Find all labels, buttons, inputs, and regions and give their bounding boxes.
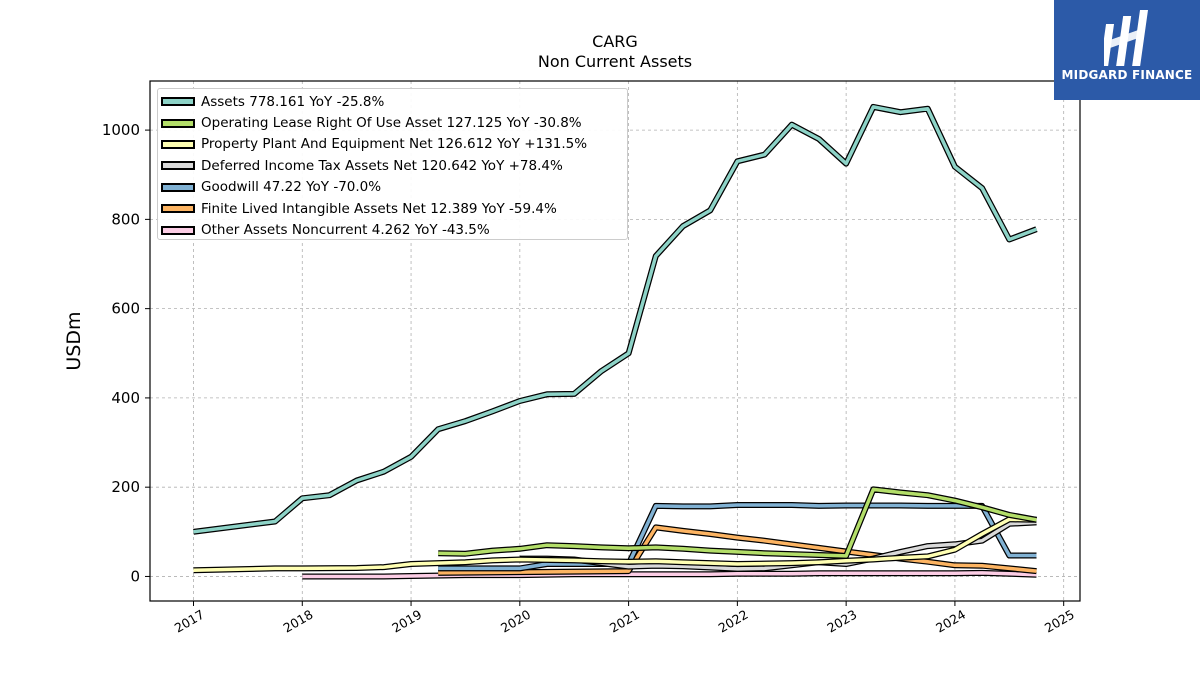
x-tick-label: 2017 bbox=[172, 607, 207, 636]
series-goodwill bbox=[438, 502, 1037, 572]
series-line bbox=[193, 517, 1037, 572]
chart-subtitle: Non Current Assets bbox=[537, 52, 693, 71]
legend-label: Deferred Income Tax Assets Net 120.642 Y… bbox=[201, 157, 563, 174]
series-line bbox=[438, 503, 1037, 571]
legend-swatch bbox=[161, 225, 195, 235]
legend-item: Property Plant And Equipment Net 126.612… bbox=[158, 134, 627, 155]
x-tick-label: 2024 bbox=[933, 607, 968, 636]
x-tick-label: 2018 bbox=[281, 607, 316, 636]
legend-label: Finite Lived Intangible Assets Net 12.38… bbox=[201, 200, 557, 217]
series-lines bbox=[193, 103, 1038, 580]
brand-mark-icon bbox=[1104, 10, 1148, 66]
legend-item: Finite Lived Intangible Assets Net 12.38… bbox=[158, 198, 627, 219]
y-tick-label: 0 bbox=[130, 567, 140, 585]
y-axis-label: USDm bbox=[63, 311, 85, 370]
legend-swatch bbox=[161, 161, 195, 171]
legend-swatch bbox=[161, 182, 195, 192]
x-tick-label: 2023 bbox=[824, 607, 859, 636]
x-tick-label: 2019 bbox=[389, 607, 424, 636]
y-tick-label: 400 bbox=[111, 389, 140, 407]
plot-frame bbox=[149, 80, 1081, 602]
legend-item: Operating Lease Right Of Use Asset 127.1… bbox=[158, 112, 627, 133]
y-tick-label: 800 bbox=[111, 210, 140, 228]
legend-label: Property Plant And Equipment Net 126.612… bbox=[201, 136, 588, 153]
series-finite-lived-intangible-assets-net bbox=[438, 524, 1037, 576]
series-operating-lease-right-of-use-asset bbox=[438, 486, 1038, 559]
x-tick-label: 2021 bbox=[607, 607, 642, 636]
x-tick-label: 2022 bbox=[716, 607, 751, 636]
legend-item: Goodwill 47.22 YoY -70.0% bbox=[158, 177, 627, 198]
legend: Assets 778.161 YoY -25.8% Operating Lease… bbox=[157, 88, 628, 240]
legend-label: Goodwill 47.22 YoY -70.0% bbox=[201, 179, 382, 196]
series-property-plant-and-equipment-net bbox=[193, 516, 1037, 574]
legend-swatch bbox=[161, 118, 195, 128]
y-tick-label: 1000 bbox=[102, 121, 140, 139]
legend-label: Operating Lease Right Of Use Asset 127.1… bbox=[201, 115, 582, 132]
legend-label: Other Assets Noncurrent 4.262 YoY -43.5% bbox=[201, 222, 490, 239]
series-line bbox=[438, 525, 1037, 575]
x-tick-label: 2020 bbox=[498, 607, 533, 636]
brand-logo: MIDGARD FINANCE bbox=[1054, 0, 1200, 100]
legend-label: Assets 778.161 YoY -25.8% bbox=[201, 93, 385, 110]
legend-item: Other Assets Noncurrent 4.262 YoY -43.5% bbox=[158, 219, 627, 240]
chart-title: CARG bbox=[592, 32, 638, 51]
legend-swatch bbox=[161, 97, 195, 107]
series-assets bbox=[193, 103, 1038, 535]
legend-swatch bbox=[161, 204, 195, 214]
y-tick-label: 200 bbox=[111, 478, 140, 496]
series-other-assets-noncurrent bbox=[302, 569, 1037, 580]
brand-name: MIDGARD FINANCE bbox=[1061, 68, 1193, 82]
y-tick-label: 600 bbox=[111, 300, 140, 318]
x-tick-label: 2025 bbox=[1042, 607, 1077, 636]
legend-swatch bbox=[161, 139, 195, 149]
series-line bbox=[193, 105, 1038, 534]
legend-item: Assets 778.161 YoY -25.8% bbox=[158, 91, 627, 112]
series-line bbox=[438, 487, 1037, 558]
legend-item: Deferred Income Tax Assets Net 120.642 Y… bbox=[158, 155, 627, 176]
